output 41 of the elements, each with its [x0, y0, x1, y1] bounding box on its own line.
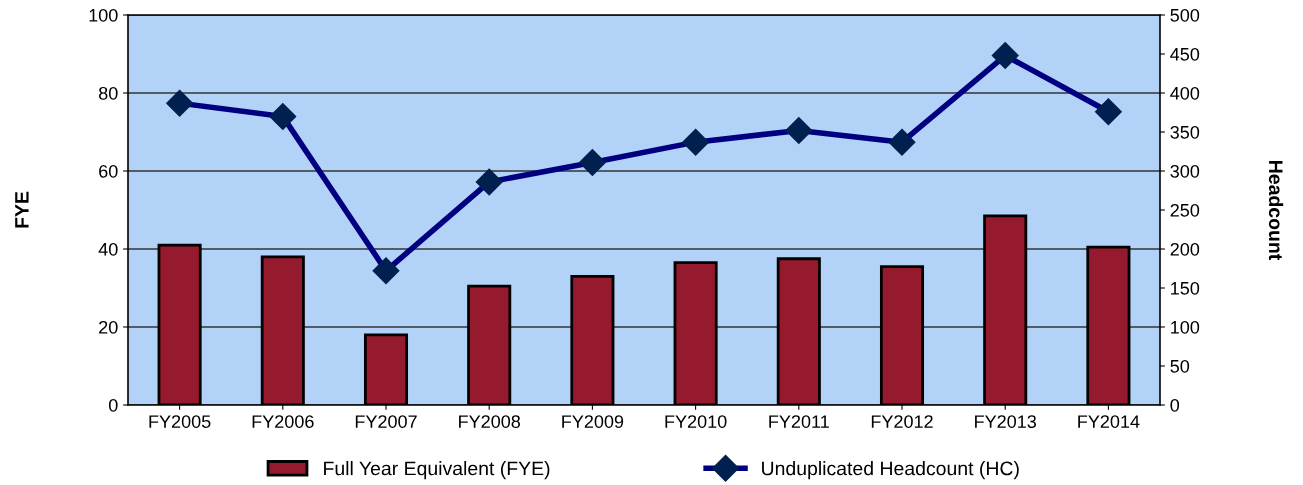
point — [578, 148, 606, 176]
point — [269, 102, 297, 130]
y2-tick-label: 250 — [1170, 203, 1200, 217]
x-tick-label: FY2005 — [149, 415, 211, 428]
y2-tick-label: 350 — [1170, 125, 1200, 139]
legend-label: Full Year Equivalent (FYE) — [324, 461, 550, 480]
x-tick-label: FY2010 — [665, 415, 727, 428]
point — [475, 168, 503, 196]
y-tick-label: 100 — [89, 8, 118, 22]
y-axis-title: FYE — [15, 191, 29, 228]
y2-tick-label: 50 — [1170, 359, 1190, 373]
point — [372, 257, 400, 285]
point — [785, 116, 813, 144]
y2-tick-label: 300 — [1170, 164, 1200, 178]
point — [166, 89, 194, 117]
x-tick-label: FY2014 — [1078, 415, 1140, 428]
y-tick-label: 40 — [98, 242, 118, 256]
point — [682, 128, 710, 156]
x-tick-label: FY2007 — [355, 415, 417, 428]
y-tick-label: 20 — [99, 320, 118, 334]
y-tick-label: 60 — [99, 164, 118, 178]
point — [888, 128, 916, 156]
y2-tick-label: 450 — [1170, 47, 1200, 61]
x-tick-label: FY2013 — [975, 415, 1037, 428]
y2-tick-label: 200 — [1170, 242, 1200, 256]
y2-tick-label: 500 — [1170, 8, 1200, 22]
legend-label: Unduplicated Headcount (HC) — [762, 461, 1019, 480]
y2-tick-label: 400 — [1170, 86, 1200, 100]
y2-axis-title: Headcount — [1268, 161, 1284, 260]
x-tick-label: FY2006 — [252, 415, 314, 428]
y-tick-label: 0 — [108, 398, 118, 412]
y2-tick-label: 150 — [1171, 281, 1200, 295]
x-tick-label: FY2009 — [562, 415, 624, 428]
point — [991, 42, 1019, 70]
y2-tick-label: 100 — [1171, 320, 1200, 334]
y2-tick-label: 0 — [1170, 398, 1180, 412]
point — [1094, 98, 1122, 126]
x-tick-label: FY2012 — [871, 415, 933, 428]
x-tick-label: FY2011 — [769, 415, 829, 428]
y-tick-label: 80 — [98, 86, 118, 100]
x-tick-label: FY2008 — [459, 415, 521, 428]
